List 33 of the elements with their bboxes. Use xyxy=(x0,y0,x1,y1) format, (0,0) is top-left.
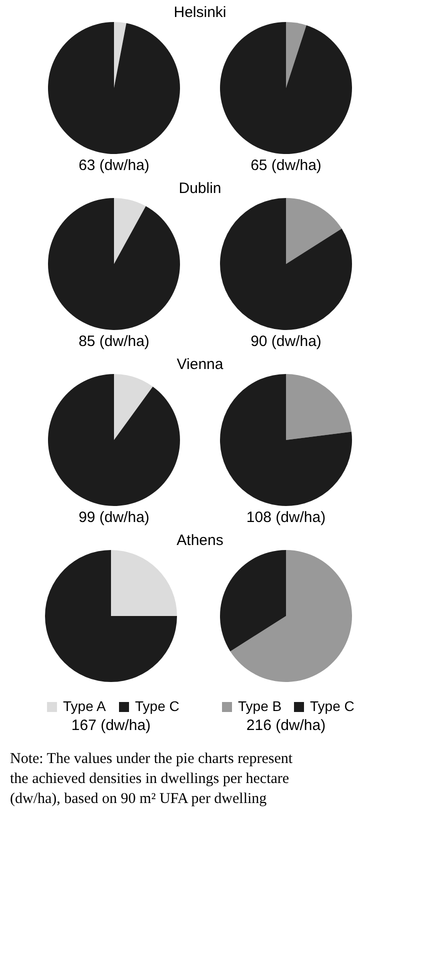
text: Note: The values under the pie charts represent the achieved densities in dwellings per hectare (dw/ha), based on 90 m² UFA per dwelling xyxy=(10,751,294,807)
text: 216 (dw/ha) xyxy=(246,717,326,734)
text: 85 (dw/ha) xyxy=(78,333,150,350)
text: 63 (dw/ha) xyxy=(78,157,150,174)
pie-slice xyxy=(230,550,352,682)
text: 99 (dw/ha) xyxy=(78,509,150,526)
pie-slice xyxy=(48,198,180,330)
pie-slice xyxy=(286,198,342,264)
text: 167 (dw/ha) xyxy=(71,717,151,734)
chart-title: Dublin xyxy=(178,180,222,197)
pie-slice xyxy=(111,550,177,616)
pie-slice xyxy=(48,22,180,154)
pie-slice xyxy=(220,374,352,506)
chart-title: Helsinki xyxy=(174,4,226,21)
legend-label: Type A xyxy=(63,698,106,714)
pie-slice xyxy=(286,374,352,440)
pie-slice xyxy=(220,22,352,154)
text: 108 (dw/ha) xyxy=(246,509,326,526)
pie-slice xyxy=(286,22,306,88)
pie-slice xyxy=(114,22,126,88)
pie-slice xyxy=(114,374,153,440)
chart-title: Athens xyxy=(176,532,224,549)
legend-label: Type C xyxy=(310,698,354,714)
pie-slice xyxy=(48,374,180,506)
text: 65 (dw/ha) xyxy=(250,157,322,174)
pie-slice xyxy=(220,198,352,330)
chart-title: Vienna xyxy=(176,356,224,373)
pie-slice xyxy=(114,198,146,264)
legend-label: Type B xyxy=(238,698,282,714)
pie-slice xyxy=(220,550,286,652)
pie-slice xyxy=(45,550,177,682)
text: 90 (dw/ha) xyxy=(250,333,322,350)
legend-label: Type C xyxy=(135,698,180,714)
